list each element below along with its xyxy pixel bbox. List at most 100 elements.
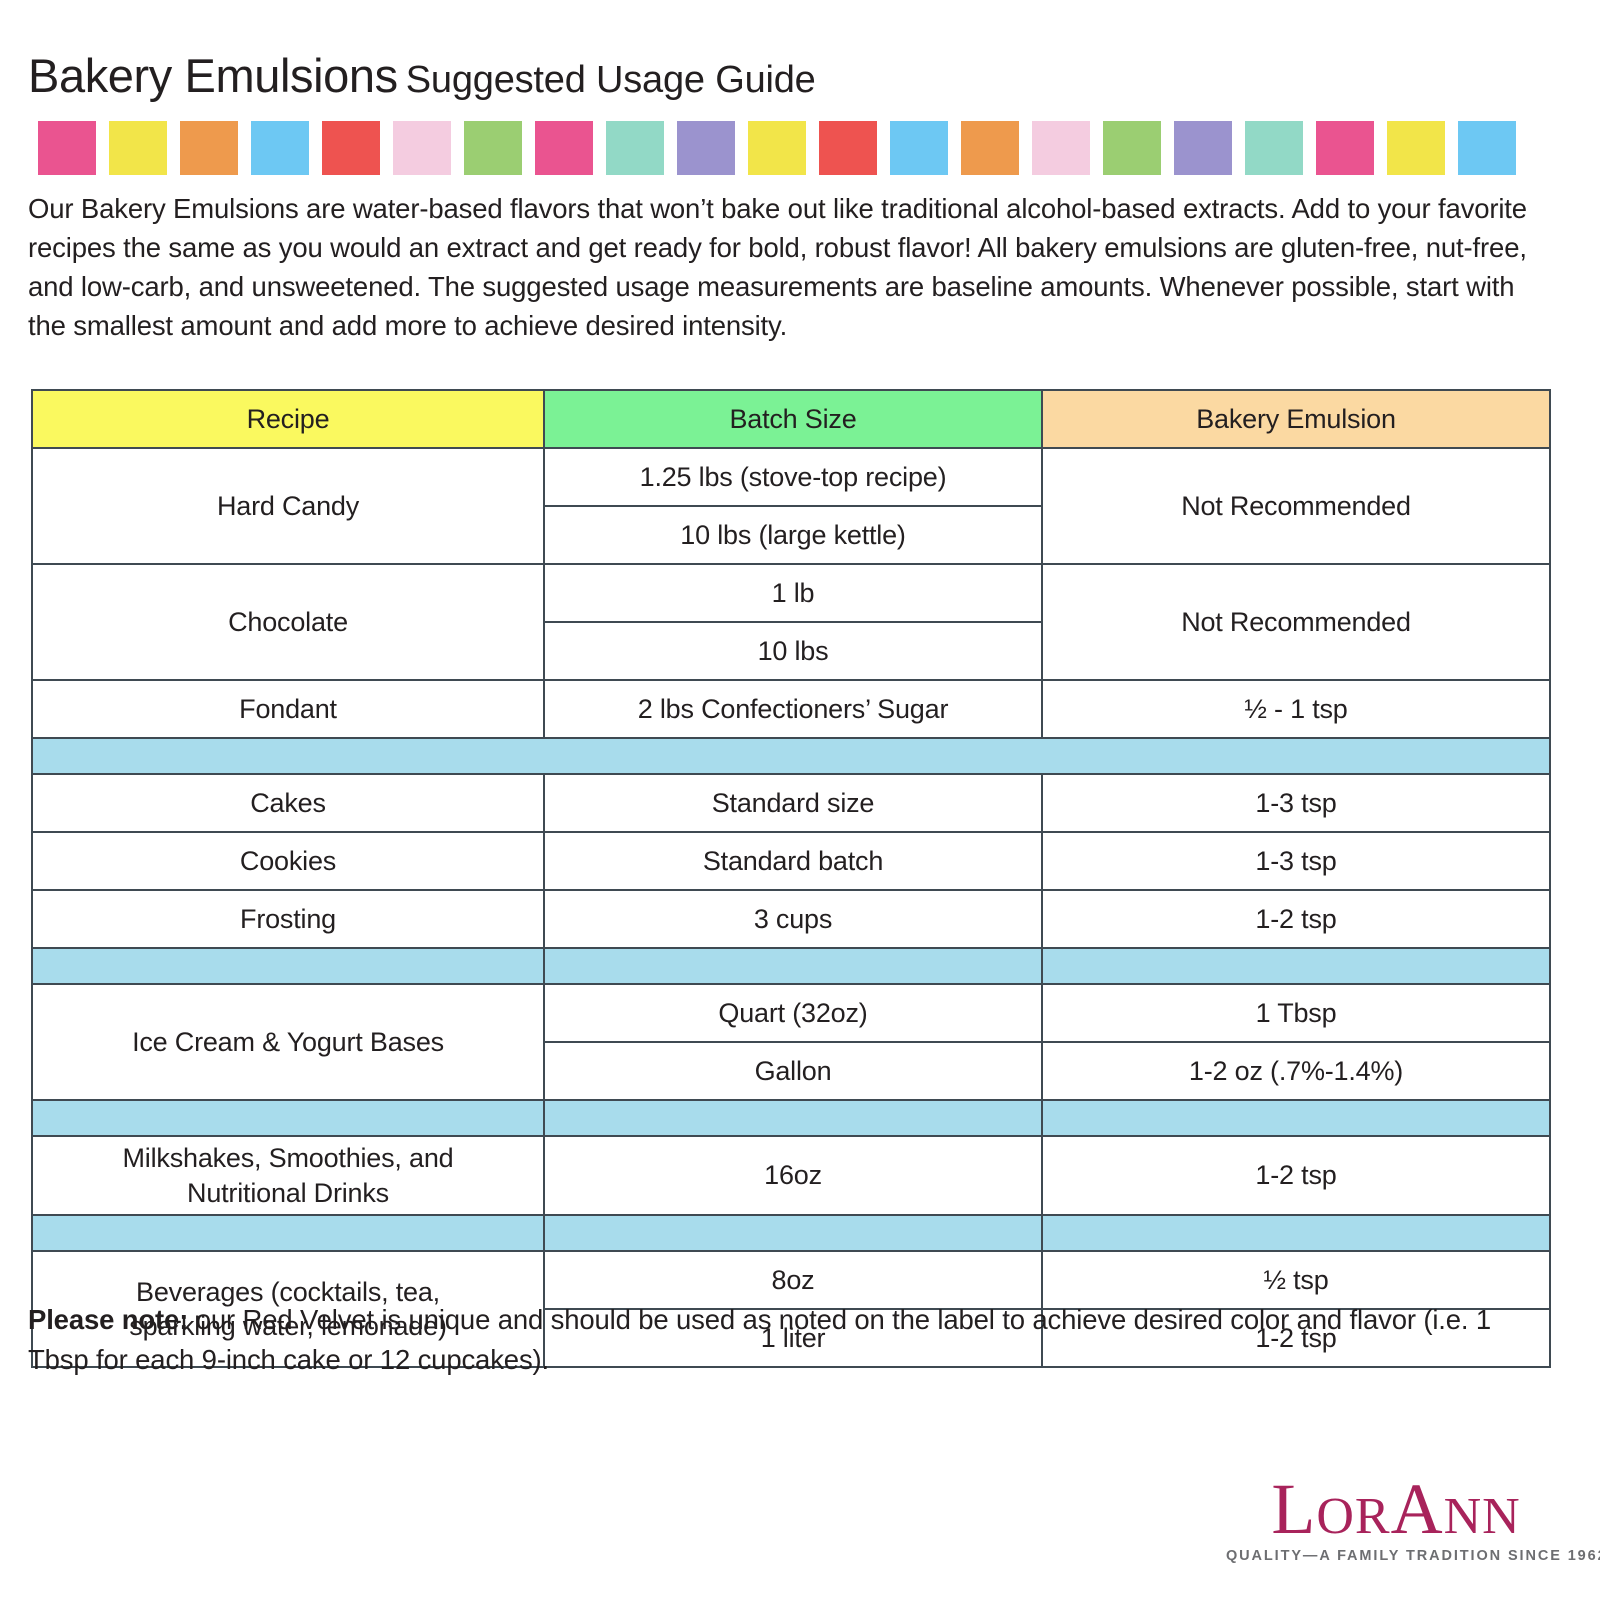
spacer-cell [1041,947,1551,986]
color-swatch-21 [1458,121,1516,175]
cell-batch-size: Gallon [543,1041,1043,1102]
color-swatch-2 [109,121,167,175]
spacer-cell [1041,1099,1551,1138]
table-row: Chocolate 1 lb Not Recommended [31,563,1551,682]
brand-logo: LORANN QUALITY—A FAMILY TRADITION SINCE … [1226,1473,1600,1564]
table-row: 1 liter 1-2 tsp [32,1308,1551,1369]
cell-emulsion: 1-2 tsp [1041,1308,1551,1369]
cell-recipe-line2: sparkling water, lemonade) [129,1311,447,1342]
cell-batch-size: 10 lbs (large kettle) [543,505,1043,566]
cell-emulsion: 1-2 tsp [1041,1135,1551,1217]
cell-batch-size: 3 cups [543,889,1043,950]
table-row: Beverages (cocktails, tea, sparkling wat… [31,1250,1551,1369]
cell-batch-size: 1 lb [543,563,1043,624]
cell-recipe: Hard Candy [31,447,545,566]
spacer-cell [543,947,1043,986]
color-swatch-14 [961,121,1019,175]
table-row: Gallon 1-2 oz (.7%-1.4%) [32,1041,1551,1102]
cell-batch-size: Quart (32oz) [543,983,1043,1044]
color-swatch-6 [393,121,451,175]
cell-batch-size: 1 liter [543,1308,1043,1369]
cell-batch-size: 10 lbs [543,621,1043,682]
footer-note-text: our Red Velvet is unique and should be u… [28,1304,1492,1375]
color-swatch-17 [1174,121,1232,175]
column-header-bakery-emulsion: Bakery Emulsion [1041,389,1551,450]
spacer-cell [31,947,545,986]
color-swatch-12 [819,121,877,175]
color-swatch-18 [1245,121,1303,175]
cell-recipe: Fondant [31,679,545,740]
color-swatch-4 [251,121,309,175]
spacer-cell [543,1214,1043,1253]
table-spacer-row [31,1214,1551,1253]
cell-batch-size: 1.25 lbs (stove-top recipe) [543,447,1043,508]
cell-emulsion: 1 Tbsp [1041,983,1551,1044]
cell-batch-size: 8oz [543,1250,1043,1311]
table-row: Cakes Standard size 1-3 tsp [31,773,1551,834]
intro-paragraph: Our Bakery Emulsions are water-based fla… [28,193,1527,342]
cell-recipe: Cakes [31,773,545,834]
cell-recipe-line1: Milkshakes, Smoothies, and [122,1143,454,1174]
title-subtitle: Suggested Usage Guide [405,59,816,101]
color-swatch-11 [748,121,806,175]
color-swatch-9 [606,121,664,175]
color-swatch-5 [322,121,380,175]
cell-recipe: Cookies [31,831,545,892]
cell-recipe-line2: Nutritional Drinks [187,1177,389,1208]
cell-emulsion: 1-2 tsp [1041,889,1551,950]
color-swatch-16 [1103,121,1161,175]
table-row: Hard Candy 1.25 lbs (stove-top recipe) N… [31,447,1551,566]
cell-batch-size: 16oz [543,1135,1043,1217]
column-header-recipe: Recipe [31,389,545,450]
footer-note-label: Please note: [28,1304,189,1335]
cell-emulsion: Not Recommended [1041,563,1551,682]
cell-emulsion: ½ - 1 tsp [1041,679,1551,740]
cell-emulsion: 1-2 oz (.7%-1.4%) [1041,1041,1551,1102]
spacer-cell [543,1099,1043,1138]
color-swatch-15 [1032,121,1090,175]
usage-table: Recipe Batch Size Bakery Emulsion Hard C… [31,389,1551,1369]
title-main: Bakery Emulsions [28,49,398,102]
cell-recipe: Milkshakes, Smoothies, and Nutritional D… [31,1135,545,1217]
column-header-batch-size: Batch Size [543,389,1043,450]
spacer-cell [1041,1214,1551,1253]
page-title: Bakery Emulsions Suggested Usage Guide [28,0,1572,103]
logo-tagline: QUALITY—A FAMILY TRADITION SINCE 1962 [1226,1548,1600,1564]
table-row: Milkshakes, Smoothies, and Nutritional D… [31,1135,1551,1217]
table-row: Ice Cream & Yogurt Bases Quart (32oz) 1 … [31,983,1551,1102]
footer-note: Please note: our Red Velvet is unique an… [28,1300,1528,1380]
cell-batch-size: Standard size [543,773,1043,834]
cell-emulsion: Not Recommended [1041,447,1551,566]
color-swatch-13 [890,121,948,175]
spacer-cell [31,737,1551,776]
color-swatch-19 [1316,121,1374,175]
table-row: 10 lbs (large kettle) [32,505,1550,566]
cell-emulsion: ½ tsp [1041,1250,1551,1311]
table-row: Fondant 2 lbs Confectioners’ Sugar ½ - 1… [31,679,1551,740]
table-spacer-row [31,947,1551,986]
cell-recipe: Chocolate [31,563,545,682]
color-swatch-7 [464,121,522,175]
cell-recipe: Ice Cream & Yogurt Bases [31,983,545,1102]
color-swatch-strip [38,121,1572,175]
color-swatch-1 [38,121,96,175]
spacer-cell [31,1214,545,1253]
table-spacer-row [31,737,1551,776]
cell-emulsion: 1-3 tsp [1041,773,1551,834]
spacer-cell [31,1099,545,1138]
table-row: Frosting 3 cups 1-2 tsp [31,889,1551,950]
cell-recipe: Beverages (cocktails, tea, sparkling wat… [31,1250,545,1369]
table-row: Cookies Standard batch 1-3 tsp [31,831,1551,892]
color-swatch-10 [677,121,735,175]
cell-recipe: Frosting [31,889,545,950]
cell-batch-size: 2 lbs Confectioners’ Sugar [543,679,1043,740]
color-swatch-8 [535,121,593,175]
cell-batch-size: Standard batch [543,831,1043,892]
table-header-row: Recipe Batch Size Bakery Emulsion [31,389,1551,450]
cell-emulsion: 1-3 tsp [1041,831,1551,892]
color-swatch-3 [180,121,238,175]
color-swatch-20 [1387,121,1445,175]
table-row: 10 lbs [32,621,1550,682]
table-spacer-row [31,1099,1551,1138]
